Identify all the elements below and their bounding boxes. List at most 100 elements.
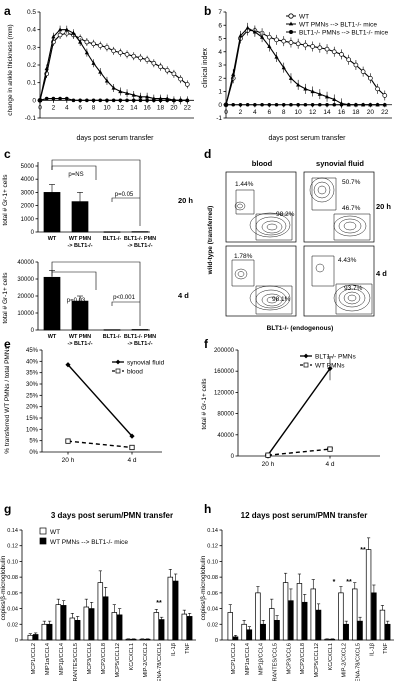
- panel-h-bar: [227, 612, 233, 641]
- panel-b-point: [245, 102, 250, 107]
- panel-c-category-label: -> BLT1-/-: [67, 341, 92, 347]
- panel-a-point: [97, 43, 103, 48]
- panel-a-point: [84, 50, 89, 55]
- panel-a-point: [64, 27, 69, 32]
- panel-g-bar: [111, 612, 118, 641]
- panel-b-point: [310, 102, 315, 107]
- panel-f-y-ticklabel: 160000: [214, 369, 235, 375]
- panel-h-bar: [255, 592, 261, 641]
- panel-b-point: [266, 34, 272, 40]
- panel-c-y-ticklabel: 2000: [21, 204, 35, 210]
- panel-h-bar: [269, 608, 275, 641]
- panel-a-point: [104, 44, 110, 50]
- panel-c-y-ticklabel: 1000: [21, 217, 35, 223]
- panel-h-y-ticklabel: 0.02: [207, 622, 218, 628]
- panel-c-category-label: BLT1-/- PMN: [124, 236, 156, 242]
- panel-a-xticklabel: 0: [38, 104, 42, 111]
- panel-g-chart: 3 days post serum/PMN transfer 0.14 0.12 0…: [0, 511, 196, 681]
- panel-g-bar: [83, 606, 90, 641]
- panel-h-bar: [329, 638, 336, 641]
- panel-h-star-1: **: [346, 579, 352, 586]
- panel-g-gene-label: ENA-78/CXCL5: [157, 643, 163, 681]
- panel-b-point: [303, 42, 308, 48]
- panel-b-point: [245, 25, 250, 30]
- panel-h-y-ticklabel: 0.14: [207, 528, 218, 534]
- legend-b-2: BLT1-/- PMNs --> BLT1-/- mice: [299, 30, 389, 37]
- panel-e-y-ticklabel: 40%: [26, 359, 39, 365]
- panel-b-point: [274, 102, 279, 107]
- panel-a-y-ticklabel: 0.5: [27, 9, 36, 16]
- panel-g-bar: [32, 634, 39, 641]
- panel-h-y-ticklabel: 0.06: [207, 591, 218, 597]
- panel-b-ylabel: clinical index: [202, 48, 209, 88]
- panel-a-point: [44, 96, 49, 101]
- panel-f-y-ticklabel: 200000: [214, 348, 235, 354]
- panel-h-gene-label: IL-1β: [369, 643, 375, 656]
- panel-a-point: [111, 48, 117, 54]
- panel-g-y-ticklabel: 0.10: [7, 559, 18, 565]
- panel-h-gene-label: MCP1/CCL2: [231, 643, 237, 674]
- panel-h-bar: [296, 583, 303, 641]
- panel-a-y-ticklabel: 0.2: [27, 62, 36, 69]
- pct-blood-4d-1: 98.1%: [272, 296, 291, 303]
- panel-b-xticklabel: 2: [239, 109, 243, 116]
- panel-b-y-ticklabel: 6: [218, 22, 222, 29]
- panel-a-point: [184, 82, 190, 87]
- panel-b-point: [346, 57, 352, 63]
- panel-a-point: [118, 98, 123, 103]
- pct-sf-20h-1: 46.7%: [342, 205, 361, 212]
- panel-h-bar: [282, 582, 289, 641]
- panel-a-point: [144, 57, 150, 63]
- panel-e-point: [129, 444, 135, 451]
- panel-c-category-label: BLT1-/-: [103, 236, 122, 242]
- panel-h-gene-label: ENA-78/CXCL5: [355, 643, 361, 681]
- panel-b-point: [331, 49, 337, 55]
- panel-a-point: [71, 98, 76, 103]
- panel-b-point: [267, 44, 272, 49]
- panel-d-col-blood: blood: [252, 159, 273, 168]
- panel-f-y-ticklabel: 40000: [217, 433, 234, 439]
- panel-g-bar: [60, 605, 67, 641]
- panel-a-xticklabel: 8: [92, 104, 96, 111]
- panel-f-y-ticklabel: 80000: [217, 412, 234, 418]
- panel-b-point: [267, 102, 272, 107]
- panel-e-y-ticklabel: 30%: [26, 382, 39, 388]
- panel-e-legend: synovial fluid blood: [112, 360, 165, 376]
- panel-b-xticklabel: 6: [267, 109, 271, 116]
- panel-e-y-ticklabel: 15%: [26, 416, 39, 422]
- flow-plot-blood-20h: [225, 171, 297, 243]
- panel-e-y-ticklabel: 10%: [26, 427, 39, 433]
- panel-b-xticklabel: 10: [295, 109, 303, 116]
- panel-g-gene-label: MCP3/CCL6: [87, 643, 93, 674]
- panel-a-point: [124, 52, 130, 57]
- panel-h-gene-label: KC/CXCL1: [328, 643, 334, 670]
- panel-h-bar: [260, 623, 266, 641]
- panel-b-xlabel: days post serum transfer: [268, 135, 346, 142]
- panel-a-point: [171, 71, 177, 77]
- panel-a-point: [165, 98, 170, 103]
- panel-a-point: [131, 92, 136, 97]
- pct-blood-20h-0: 1.44%: [235, 181, 254, 188]
- panel-c-y-ticklabel: 0: [31, 328, 35, 334]
- panel-b-xticklabel: 12: [309, 109, 317, 116]
- panel-f-y-ticklabel: 120000: [214, 390, 235, 396]
- panel-h-bar: [379, 609, 386, 641]
- panel-a-point: [151, 60, 157, 66]
- panel-c-bottom-label: 4 d: [178, 291, 189, 300]
- panel-h-bar: [288, 600, 294, 641]
- panel-g-bar: [74, 620, 81, 641]
- panel-a-xticklabel: 14: [130, 104, 138, 111]
- panel-c-y-ticklabel: 40000: [17, 260, 34, 266]
- panel-g-gene-label: TNF: [185, 642, 191, 653]
- panel-h-gene-label: TNF: [383, 642, 389, 653]
- panel-h-bar: [371, 592, 377, 641]
- panel-a-point: [98, 98, 103, 103]
- panel-b-point: [368, 102, 373, 107]
- panel-e-ylabel: % transferred WT PMNs / total PMNs: [4, 345, 11, 453]
- panel-g-gene-label: IL-1β: [171, 643, 177, 656]
- panel-g-gene-label: MCP5/CCL12: [115, 643, 121, 678]
- legend-g-1: WT PMNs --> BLT1-/- mice: [50, 539, 128, 546]
- panel-a-point: [164, 67, 170, 73]
- panel-a-point: [158, 98, 163, 103]
- panel-a-point: [78, 98, 82, 103]
